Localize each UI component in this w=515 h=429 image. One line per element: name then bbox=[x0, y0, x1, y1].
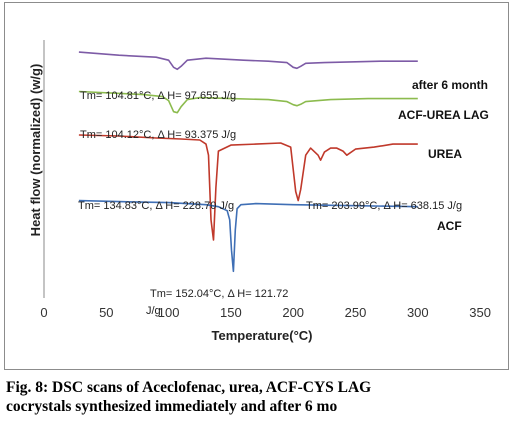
x-tick-label: 350 bbox=[469, 305, 491, 320]
x-tick-label: 150 bbox=[220, 305, 242, 320]
series-label: ACF bbox=[437, 219, 462, 233]
x-tick-label: 200 bbox=[282, 305, 304, 320]
annotation-acf-peak-2: Tm= 152.04°C, Δ H= 121.72 bbox=[150, 288, 288, 300]
y-axis-label: Heat flow (normalized) (w/g) bbox=[28, 64, 43, 237]
x-tick-label: 300 bbox=[407, 305, 429, 320]
annotation-urea-peak-1: Tm= 104.12°C, Δ H= 93.375 J/g bbox=[80, 129, 236, 141]
series-lines bbox=[78, 51, 418, 273]
x-tick-label: 100 bbox=[158, 305, 180, 320]
chart-frame bbox=[4, 2, 509, 370]
series-line-urea bbox=[78, 134, 418, 241]
annotation-acf-peak-1: Tm= 134.83°C, Δ H= 228.70 J/g bbox=[78, 200, 234, 212]
series-line-acf bbox=[78, 199, 418, 273]
x-tick-labels: 0 50 100 150 200 250 300 350 bbox=[40, 305, 491, 320]
series-label: after 6 month bbox=[412, 78, 488, 92]
series-line-after-6-month bbox=[78, 51, 418, 71]
caption-line-2: cocrystals synthesized immediately and a… bbox=[6, 398, 338, 415]
x-tick-label: 250 bbox=[345, 305, 367, 320]
series-labels: after 6 month ACF-UREA LAG UREA ACF bbox=[398, 78, 489, 233]
x-tick-label: 0 bbox=[40, 305, 47, 320]
caption-line-1: Fig. 8: DSC scans of Aceclofenac, urea, … bbox=[6, 379, 372, 396]
annotation-acf-peak-2-unit: J/g bbox=[146, 305, 161, 317]
x-tick-label: 50 bbox=[99, 305, 113, 320]
annotation-acf-urea-lag: Tm= 104.81°C, Δ H= 97.655 J/g bbox=[80, 90, 236, 102]
series-label: UREA bbox=[428, 147, 462, 161]
x-axis-label: Temperature(°C) bbox=[211, 328, 312, 343]
annotation-urea-peak-2: Tm= 203.99°C, Δ H= 638.15 J/g bbox=[306, 200, 462, 212]
series-label: ACF-UREA LAG bbox=[398, 108, 489, 122]
series-line-acf-urea-lag bbox=[78, 90, 418, 114]
figure-caption: Fig. 8: DSC scans of Aceclofenac, urea, … bbox=[6, 378, 509, 416]
dsc-chart: Heat flow (normalized) (w/g) Temperature… bbox=[28, 40, 491, 343]
